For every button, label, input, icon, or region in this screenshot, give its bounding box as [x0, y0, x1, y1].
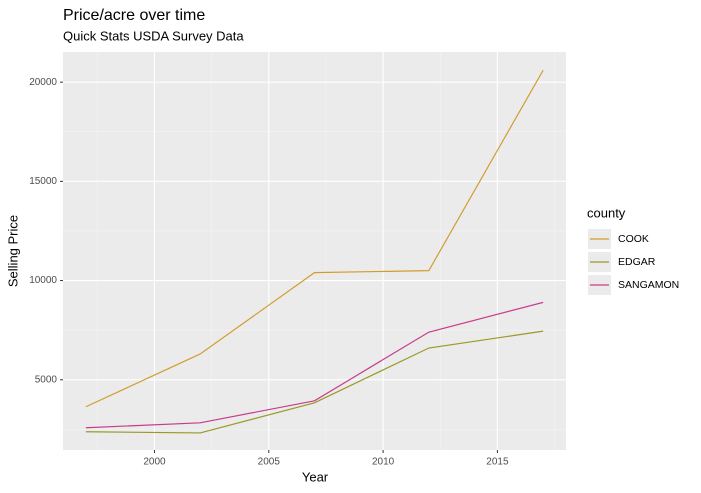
- y-tick-label: 10000: [29, 275, 57, 286]
- line-series: [85, 301, 544, 429]
- x-tick-label: 2000: [143, 457, 166, 468]
- legend-label: SANGAMON: [618, 279, 679, 291]
- legend-label: EDGAR: [618, 256, 656, 268]
- y-tick-label: 15000: [29, 176, 57, 187]
- legend-title: county: [587, 205, 626, 220]
- x-axis-title: Year: [302, 469, 329, 484]
- panel: [63, 52, 566, 450]
- chart-title: Price/acre over time: [63, 7, 205, 24]
- y-axis-title: Selling Price: [5, 215, 20, 287]
- legend-label: COOK: [618, 233, 649, 245]
- line-series: [85, 330, 544, 434]
- x-tick-label: 2010: [372, 457, 395, 468]
- chart-subtitle: Quick Stats USDA Survey Data: [63, 28, 244, 43]
- y-tick-label: 20000: [29, 77, 57, 88]
- x-tick-label: 2005: [258, 457, 281, 468]
- line-series: [85, 69, 544, 408]
- x-tick-label: 2015: [486, 457, 509, 468]
- y-tick-label: 5000: [35, 374, 58, 385]
